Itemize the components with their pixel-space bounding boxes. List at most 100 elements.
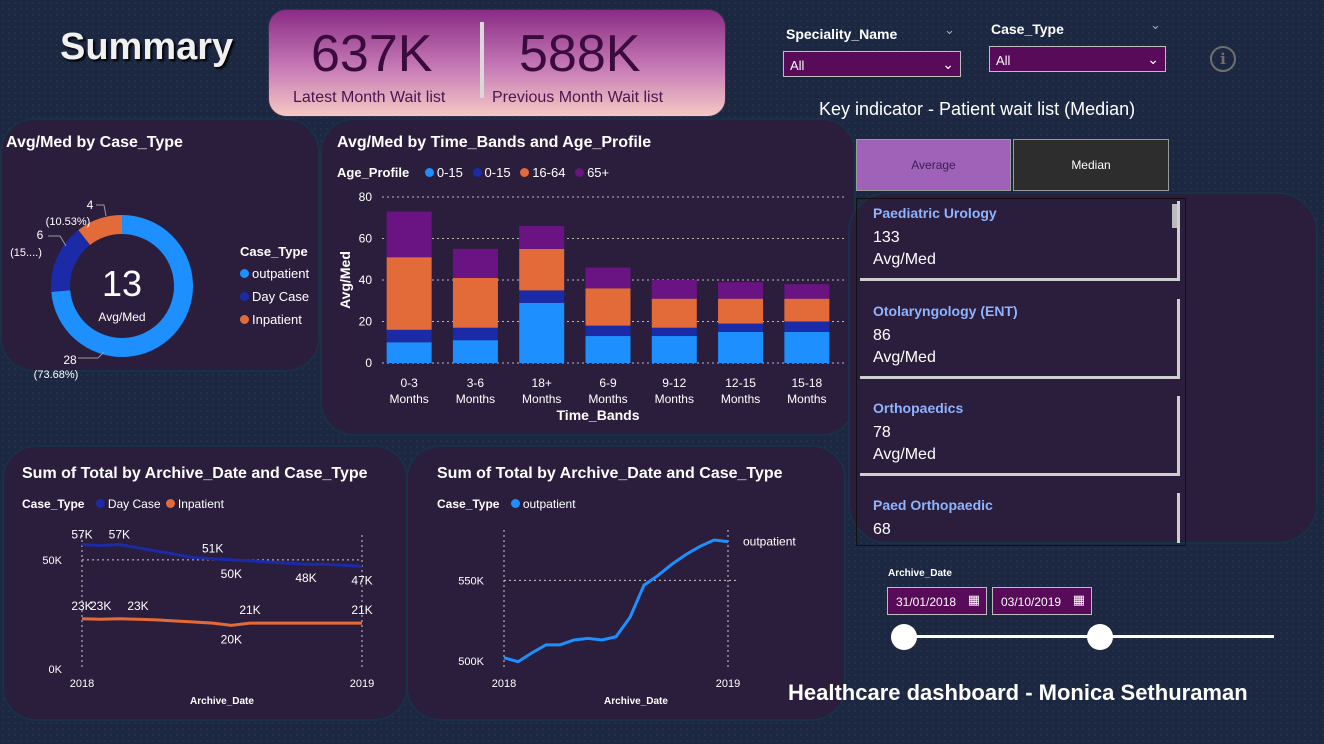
bar-segment	[718, 323, 764, 332]
legend-label: Inpatient	[177, 497, 224, 511]
card-list[interactable]	[856, 198, 1186, 546]
case-type-slicer-label: Case_Type	[991, 21, 1064, 37]
average-button[interactable]: Average	[856, 139, 1011, 191]
data-label: 48K	[295, 571, 316, 585]
y-tick-label: 80	[359, 190, 373, 204]
legend-item-outpatient[interactable]: outpatient	[509, 497, 576, 511]
donut-legend-title: Case_Type	[240, 244, 308, 259]
x-tick-label: 12-15	[725, 376, 756, 390]
x-tick-label: Months	[522, 392, 561, 406]
data-label: 21K	[351, 603, 372, 617]
bar-segment	[519, 248, 565, 291]
y-tick-label: 60	[359, 232, 373, 246]
x-tick-label: 0-3	[400, 376, 418, 390]
x-tick-label: Months	[588, 392, 627, 406]
card-name: Paediatric Urology	[873, 205, 997, 221]
bar-segment	[585, 336, 631, 363]
calendar-icon[interactable]: ▦	[1072, 592, 1085, 607]
bar-segment	[452, 327, 498, 341]
legend-item-16-64[interactable]: 16-64	[514, 165, 565, 180]
line-panel-right	[406, 445, 846, 721]
x-tick-label: 2018	[492, 678, 516, 690]
x-tick-label: 2019	[716, 678, 740, 690]
y-axis-title: Avg/Med	[337, 251, 353, 309]
x-axis-title: Archive_Date	[190, 696, 254, 707]
bar-chart: 0 20 40 60 80 0-3 Months 3-6 Months 18+ Months 6-9 M…	[337, 190, 846, 423]
data-label: 23K	[71, 599, 92, 613]
donut-legend: Case_Type outpatient Day Case Inpatient	[240, 244, 309, 327]
legend-item-0-15-light[interactable]: 0-15	[419, 165, 463, 180]
info-icon[interactable]: i	[1210, 46, 1236, 72]
bar-segment	[784, 298, 830, 322]
previous-month-label: Previous Month Wait list	[492, 89, 664, 106]
data-label: 47K	[351, 573, 372, 587]
x-tick-label: 2018	[70, 678, 94, 690]
legend-item-day-case[interactable]: Day Case	[240, 289, 309, 304]
median-button[interactable]: Median	[1013, 139, 1169, 191]
chevron-down-icon: ⌄	[1147, 51, 1159, 67]
bar-legend: Age_Profile 0-15 0-15 16-64 65+	[337, 165, 609, 180]
x-tick-label: 9-12	[662, 376, 686, 390]
donut-slice-inpatient	[78, 215, 122, 245]
data-label: 28	[63, 353, 77, 367]
y-tick-label: 0K	[49, 664, 63, 676]
data-label: 50K	[221, 567, 242, 581]
start-date-input[interactable]: 31/01/2018 ▦	[887, 587, 987, 615]
donut-slice-day-case	[51, 229, 91, 292]
bar-segment	[519, 302, 565, 363]
line-chart-right: 500K 550K 2018 2019 Archive_Date outpatient	[458, 530, 796, 707]
donut-title: Avg/Med by Case_Type	[6, 134, 183, 151]
x-tick-label: Months	[456, 392, 495, 406]
legend-item-outpatient[interactable]: outpatient	[240, 266, 309, 281]
data-label: 51K	[202, 542, 223, 556]
case-type-expand-icon[interactable]: ⌄	[1150, 17, 1161, 32]
x-tick-label: 18+	[532, 376, 552, 390]
end-date-input[interactable]: 03/10/2019 ▦	[992, 587, 1092, 615]
bar-segment	[784, 321, 830, 332]
date-slider-end-handle[interactable]	[1087, 624, 1113, 650]
leader-line	[48, 235, 67, 247]
x-axis-title: Archive_Date	[604, 696, 668, 707]
bar-segment	[452, 248, 498, 278]
data-label: 21K	[239, 603, 260, 617]
date-slider-start-handle[interactable]	[891, 624, 917, 650]
legend-label: 65+	[587, 165, 610, 180]
bar-segment	[651, 327, 697, 337]
bar-segment	[718, 298, 764, 324]
legend-item-65-plus[interactable]: 65+	[569, 165, 609, 180]
card-otolaryngology: Otolaryngology (ENT) 86 Avg/Med	[860, 299, 1180, 379]
case-type-dropdown[interactable]: All ⌄	[989, 46, 1166, 72]
y-tick-label: 500K	[458, 656, 484, 668]
dashboard-footer: Healthcare dashboard - Monica Sethuraman	[788, 680, 1248, 705]
latest-month-value: 637K	[311, 25, 433, 83]
data-label: 57K	[109, 528, 130, 542]
scrollbar-thumb[interactable]	[1172, 204, 1177, 228]
case-type-dropdown-value: All	[996, 53, 1011, 68]
legend-label: 0-15	[436, 165, 463, 180]
legend-label: 0-15	[484, 165, 511, 180]
key-indicator-panel	[848, 192, 1318, 544]
line-right-legend-title: Case_Type	[437, 497, 500, 511]
speciality-expand-icon[interactable]: ⌄	[944, 22, 955, 37]
bar-segment	[386, 329, 432, 343]
bar-segment	[452, 340, 498, 363]
card-sub: Avg/Med	[873, 251, 936, 268]
legend-item-inpatient[interactable]: Inpatient	[240, 312, 309, 327]
bar-segment	[585, 325, 631, 337]
calendar-icon[interactable]: ▦	[967, 592, 980, 607]
bar-segment	[386, 257, 432, 330]
card-value: 78	[873, 424, 891, 441]
bar-segment	[452, 277, 498, 328]
legend-item-day-case[interactable]: Day Case	[94, 497, 161, 511]
legend-item-0-15-dark[interactable]: 0-15	[467, 165, 511, 180]
legend-item-inpatient[interactable]: Inpatient	[164, 497, 224, 511]
card-orthopaedics: Orthopaedics 78 Avg/Med	[860, 396, 1180, 476]
bar-segment	[651, 298, 697, 328]
kpi-card: 637K Latest Month Wait list 588K Previou…	[268, 9, 726, 117]
y-tick-label: 20	[359, 315, 373, 329]
bar-segment	[386, 211, 432, 258]
data-label: 57K	[71, 528, 92, 542]
legend-label: outpatient	[522, 497, 576, 511]
speciality-dropdown[interactable]: All ⌄	[783, 51, 961, 77]
data-label: 23K	[90, 599, 111, 613]
